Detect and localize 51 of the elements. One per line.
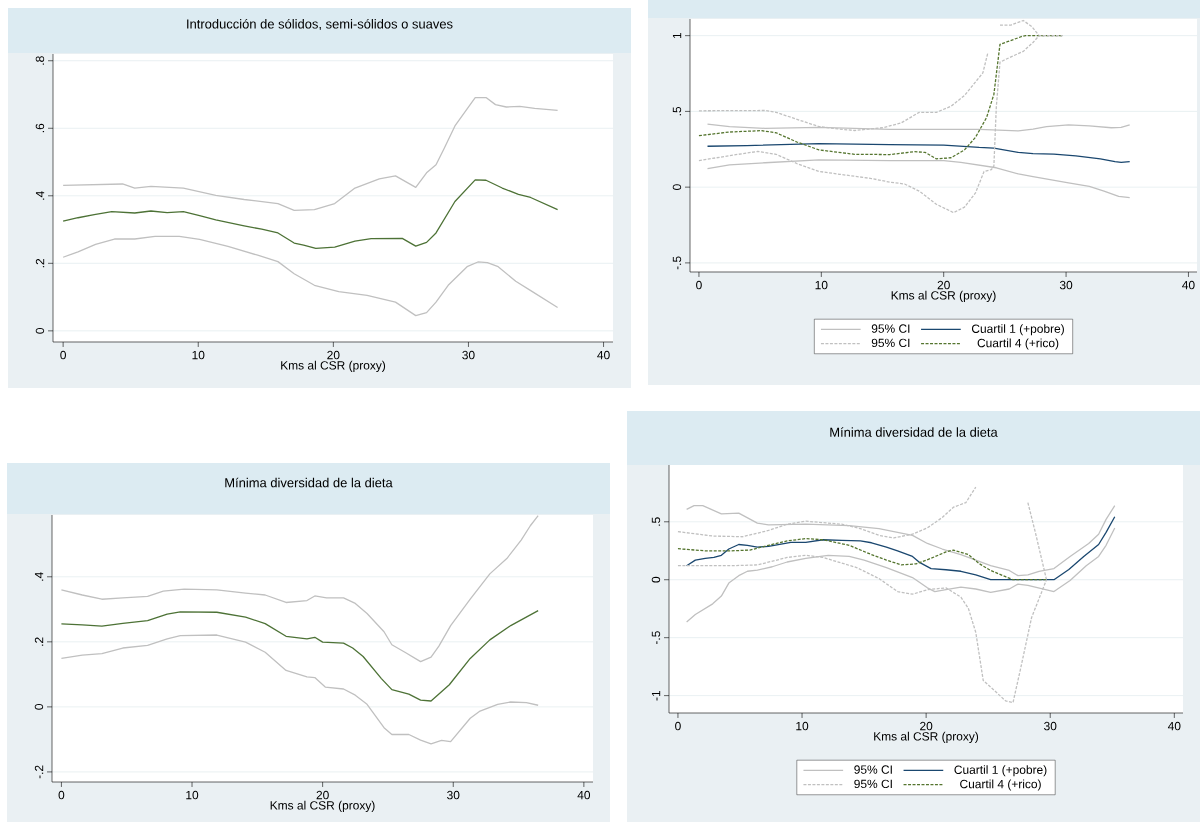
chart-title: Mínima diversidad de la dieta <box>830 427 998 437</box>
y-tick-label: .2 <box>35 258 45 268</box>
legend-label: 95% CI <box>854 779 892 789</box>
y-tick-label: .5 <box>672 106 682 116</box>
y-tick-label: 0 <box>35 327 45 334</box>
x-tick-label: 30 <box>447 790 460 800</box>
legend-label: Cuartil 1 (+pobre) <box>971 324 1064 336</box>
x-tick-label: 10 <box>796 721 809 731</box>
x-tick-label: 30 <box>1044 721 1057 731</box>
legend-label: Cuartil 4 (+rico) <box>960 779 1041 791</box>
x-tick-label: 20 <box>327 350 340 360</box>
x-tick-label: 40 <box>1167 721 1181 731</box>
x-axis-title: Kms al CSR (proxy) <box>891 290 996 302</box>
x-axis-title: Kms al CSR (proxy) <box>874 731 979 743</box>
y-tick-label: -.5 <box>672 256 682 270</box>
x-tick-label: 20 <box>316 790 329 800</box>
x-tick-label: 30 <box>462 350 475 360</box>
legend-label: 95% CI <box>854 765 892 774</box>
x-tick-label: 30 <box>1059 280 1073 290</box>
y-tick-label: 0 <box>34 704 44 710</box>
x-tick-label: 0 <box>696 280 702 290</box>
y-tick-label: .4 <box>35 191 45 200</box>
y-tick-label: .2 <box>34 637 44 646</box>
x-tick-label: 0 <box>60 350 66 360</box>
y-tick-label: 1 <box>672 32 682 39</box>
chart-title: Mínima diversidad de la dieta <box>225 477 393 488</box>
y-tick-label: -.2 <box>34 765 44 779</box>
y-tick-label: .6 <box>35 123 45 133</box>
legend-label: 95% CI <box>871 338 910 348</box>
y-tick-label: 0 <box>672 184 682 191</box>
y-tick-label: .8 <box>35 56 45 65</box>
y-tick-label: .4 <box>34 572 44 581</box>
chart-title: Introducción de sólidos, semi-sólidos o suaves <box>187 18 453 31</box>
x-tick-label: 20 <box>920 721 933 731</box>
x-tick-label: 40 <box>1182 280 1195 290</box>
x-tick-label: 40 <box>597 350 610 360</box>
x-tick-label: 10 <box>815 280 828 290</box>
x-tick-label: 10 <box>192 350 205 360</box>
y-tick-label: -1 <box>651 690 661 701</box>
y-tick-label: .5 <box>651 517 661 526</box>
x-axis-title: Kms al CSR (proxy) <box>270 800 375 812</box>
y-tick-label: -.5 <box>651 631 661 645</box>
legend-label: Cuartil 4 (+rico) <box>977 338 1059 350</box>
x-axis-title: Kms al CSR (proxy) <box>281 360 386 372</box>
x-tick-label: 0 <box>58 790 65 800</box>
x-tick-label: 10 <box>186 790 199 800</box>
legend-label: Cuartil 1 (+pobre) <box>954 765 1047 777</box>
x-tick-label: 40 <box>577 790 591 800</box>
x-tick-label: 20 <box>937 280 950 290</box>
y-tick-label: 0 <box>651 576 661 583</box>
legend-label: 95% CI <box>871 324 910 333</box>
